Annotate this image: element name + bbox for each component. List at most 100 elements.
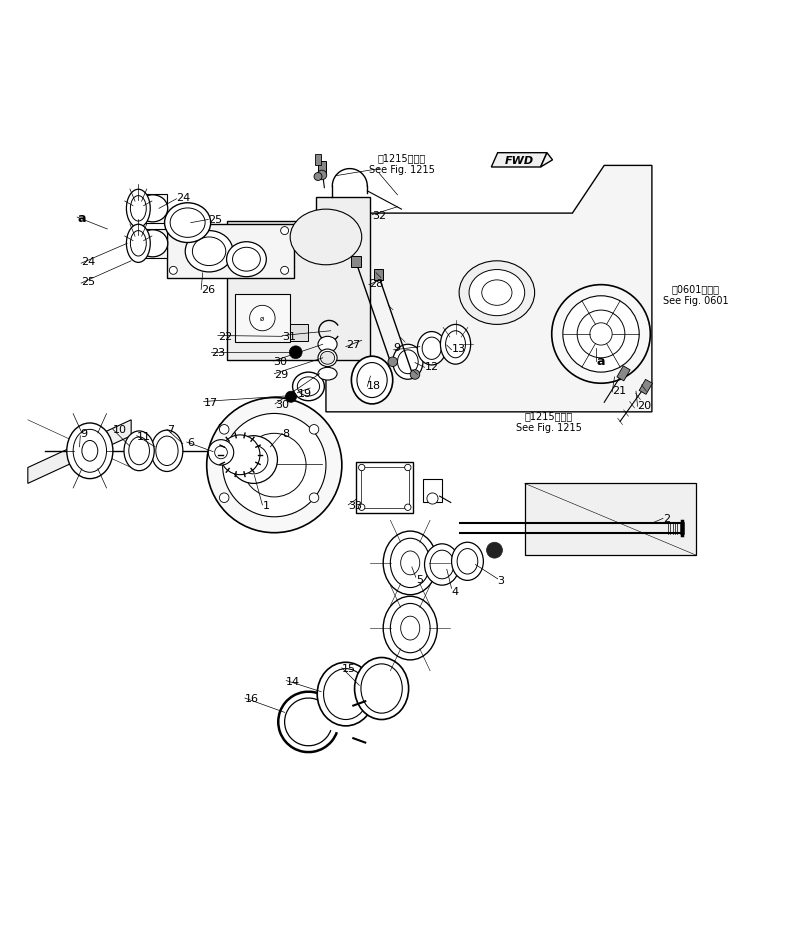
Text: 第1215図参照
See Fig. 1215: 第1215図参照 See Fig. 1215 <box>369 154 434 175</box>
Circle shape <box>388 358 398 367</box>
Circle shape <box>309 493 319 503</box>
Ellipse shape <box>393 344 423 380</box>
Ellipse shape <box>422 338 441 360</box>
Text: 12: 12 <box>425 361 439 372</box>
Ellipse shape <box>398 350 418 374</box>
Circle shape <box>314 173 322 182</box>
Ellipse shape <box>293 373 324 402</box>
Ellipse shape <box>67 423 113 479</box>
Text: 33: 33 <box>348 501 363 510</box>
Ellipse shape <box>129 437 149 465</box>
Circle shape <box>169 267 177 275</box>
Text: 第0601図参照
See Fig. 0601: 第0601図参照 See Fig. 0601 <box>663 285 728 306</box>
Text: 2: 2 <box>663 514 670 524</box>
Text: 14: 14 <box>286 676 301 686</box>
Bar <box>351 256 361 268</box>
Text: 20: 20 <box>638 401 652 410</box>
Ellipse shape <box>401 617 420 640</box>
Text: 11: 11 <box>137 431 151 441</box>
Ellipse shape <box>126 225 150 263</box>
Ellipse shape <box>192 238 226 266</box>
Ellipse shape <box>232 248 261 271</box>
Bar <box>315 155 321 167</box>
Text: 25: 25 <box>208 215 223 226</box>
Circle shape <box>317 171 327 181</box>
Polygon shape <box>491 154 547 168</box>
Text: 10: 10 <box>113 425 127 435</box>
Text: 29: 29 <box>274 370 289 380</box>
Circle shape <box>552 285 650 384</box>
Bar <box>138 229 167 258</box>
Ellipse shape <box>156 436 178 466</box>
Ellipse shape <box>82 441 98 461</box>
Circle shape <box>281 227 289 235</box>
Circle shape <box>410 371 420 380</box>
Ellipse shape <box>227 242 266 277</box>
Bar <box>318 162 326 175</box>
Circle shape <box>563 297 639 373</box>
Ellipse shape <box>250 306 275 331</box>
Ellipse shape <box>417 332 446 366</box>
Ellipse shape <box>460 261 534 325</box>
Text: ø: ø <box>260 315 265 322</box>
Ellipse shape <box>130 197 146 222</box>
Ellipse shape <box>165 203 211 243</box>
Polygon shape <box>167 225 294 279</box>
Ellipse shape <box>355 658 409 720</box>
Text: 13: 13 <box>452 344 466 354</box>
Text: 26: 26 <box>201 285 215 295</box>
Ellipse shape <box>445 331 465 358</box>
Ellipse shape <box>482 281 512 306</box>
Text: 1: 1 <box>262 501 270 510</box>
Ellipse shape <box>138 196 168 223</box>
Circle shape <box>219 493 229 503</box>
Text: 31: 31 <box>282 331 297 341</box>
Bar <box>219 424 322 504</box>
Text: 15: 15 <box>342 663 356 673</box>
Bar <box>290 324 308 342</box>
Ellipse shape <box>185 231 233 272</box>
Ellipse shape <box>351 357 393 404</box>
Bar <box>374 270 383 281</box>
Circle shape <box>208 440 234 465</box>
Text: 25: 25 <box>81 276 95 286</box>
Bar <box>423 479 442 503</box>
Circle shape <box>405 505 411 511</box>
Text: a: a <box>596 355 605 368</box>
Ellipse shape <box>290 210 362 266</box>
Circle shape <box>359 505 365 511</box>
Polygon shape <box>28 420 131 484</box>
Text: 23: 23 <box>211 348 225 358</box>
Bar <box>617 367 630 382</box>
Ellipse shape <box>357 363 387 398</box>
Circle shape <box>169 227 177 235</box>
Circle shape <box>359 465 365 471</box>
Text: 30: 30 <box>273 357 288 367</box>
Text: 16: 16 <box>245 694 259 703</box>
Text: 3: 3 <box>498 576 505 586</box>
Circle shape <box>281 267 289 275</box>
Ellipse shape <box>452 543 483 580</box>
Circle shape <box>242 434 306 497</box>
Text: 21: 21 <box>612 386 626 396</box>
Circle shape <box>285 392 297 402</box>
Text: FWD: FWD <box>505 155 533 166</box>
Text: 32: 32 <box>372 211 386 221</box>
Ellipse shape <box>317 663 374 726</box>
Polygon shape <box>525 484 696 555</box>
Text: 5: 5 <box>416 574 423 584</box>
Circle shape <box>220 435 260 475</box>
Ellipse shape <box>383 596 437 660</box>
Ellipse shape <box>430 550 454 579</box>
Ellipse shape <box>151 431 183 472</box>
Ellipse shape <box>425 544 460 586</box>
Text: a: a <box>77 212 86 225</box>
Ellipse shape <box>318 350 337 367</box>
Text: 17: 17 <box>204 397 218 407</box>
Text: 4: 4 <box>452 586 459 596</box>
Text: 30: 30 <box>275 400 289 409</box>
Text: 8: 8 <box>282 429 289 439</box>
Text: 18: 18 <box>367 380 382 390</box>
Bar <box>356 462 413 513</box>
Ellipse shape <box>361 665 402 713</box>
